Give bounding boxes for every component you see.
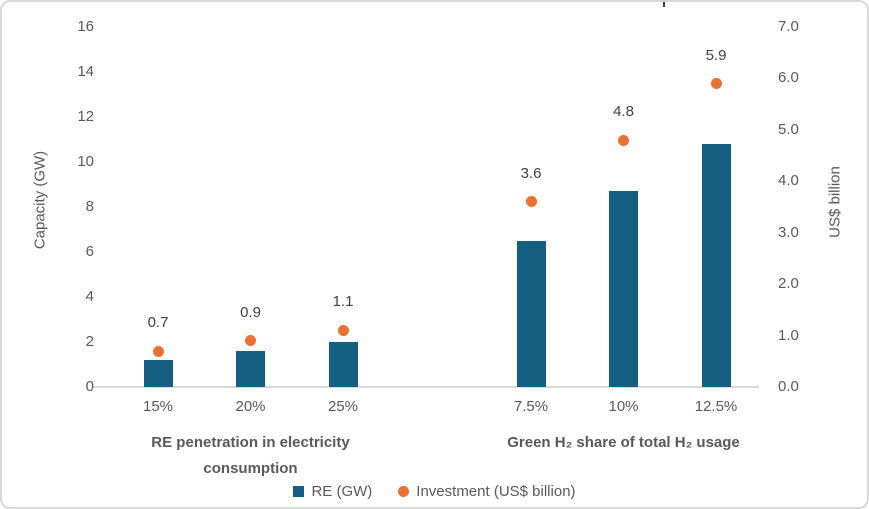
legend-item-investment: Investment (US$ billion) xyxy=(398,482,576,500)
right-axis-tick-label: 3.0 xyxy=(778,223,799,241)
investment-dot xyxy=(618,134,629,146)
left-axis-tick-label: 0 xyxy=(85,378,94,395)
cropped-text-artifact xyxy=(663,2,665,7)
category-label: 7.5% xyxy=(513,398,549,415)
right-axis-tick-label: 6.0 xyxy=(778,69,799,87)
legend-circle-marker xyxy=(398,485,410,497)
legend-label-investment: Investment (US$ billion) xyxy=(416,482,576,500)
right-axis-tick-label: 4.0 xyxy=(778,172,799,190)
investment-dot xyxy=(710,78,722,90)
x-axis-line xyxy=(93,386,759,388)
left-axis-tick-label: 10 xyxy=(77,153,94,170)
bar-re-gw xyxy=(701,144,731,387)
investment-data-label: 3.6 xyxy=(520,164,542,182)
bar-re-gw xyxy=(609,191,638,387)
left-axis-tick-label: 6 xyxy=(85,243,94,260)
group-axis-title: Green H₂ share of total H₂ usage xyxy=(507,434,740,451)
left-axis-tick-label: 4 xyxy=(85,288,94,305)
bar-re-gw xyxy=(236,351,265,387)
right-axis-tick-label: 0.0 xyxy=(778,378,799,395)
legend: RE (GW) Investment (US$ billion) xyxy=(2,480,867,502)
category-label: 20% xyxy=(235,398,266,415)
left-axis-tick-label: 16 xyxy=(77,18,94,35)
bar-re-gw xyxy=(516,240,546,387)
investment-data-label: 5.9 xyxy=(705,46,727,64)
left-axis-tick-label: 2 xyxy=(85,333,94,350)
bar-re-gw xyxy=(143,360,173,387)
category-label: 15% xyxy=(142,398,174,415)
right-axis-tick-label: 7.0 xyxy=(778,18,799,35)
group-axis-title: RE penetration in electricity consumptio… xyxy=(151,434,350,477)
category-label: 25% xyxy=(327,398,359,415)
investment-dot xyxy=(245,335,256,347)
investment-data-label: 1.1 xyxy=(332,293,354,311)
investment-dot xyxy=(337,324,349,336)
left-axis-tick-label: 14 xyxy=(77,63,94,80)
investment-data-label: 4.8 xyxy=(613,103,634,121)
investment-dot xyxy=(525,196,537,208)
left-axis-tick-label: 12 xyxy=(77,108,94,125)
right-axis-tick-label: 5.0 xyxy=(778,120,799,138)
legend-label-re: RE (GW) xyxy=(311,482,373,500)
legend-item-re: RE (GW) xyxy=(293,483,372,500)
category-label: 12.5% xyxy=(694,398,738,415)
investment-data-label: 0.7 xyxy=(147,314,169,331)
category-label: 10% xyxy=(608,398,639,415)
bar-re-gw xyxy=(328,342,358,387)
left-axis-tick-label: 8 xyxy=(85,198,94,215)
investment-data-label: 0.9 xyxy=(240,303,261,321)
right-axis-tick-label: 1.0 xyxy=(778,326,799,344)
investment-dot xyxy=(152,345,164,357)
legend-square-marker xyxy=(293,485,305,497)
right-axis-tick-label: 2.0 xyxy=(778,275,799,293)
